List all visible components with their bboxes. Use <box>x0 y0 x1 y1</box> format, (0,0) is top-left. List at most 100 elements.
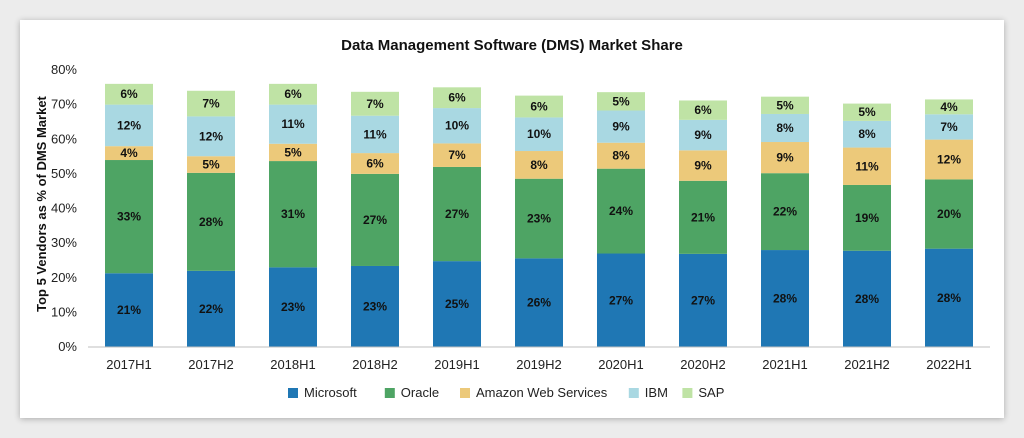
bar-segment-sap <box>925 99 973 115</box>
bar-segment-sap <box>187 90 235 117</box>
bar-segment-amazon-web-services <box>269 143 317 162</box>
data-label: 31% <box>281 207 305 221</box>
chart-card: Data Management Software (DMS) Market Sh… <box>20 20 1004 418</box>
bar-segment-ibm <box>925 114 973 140</box>
bar-stack-2022H1: 28% 20% 12% 7% 4% <box>925 99 973 347</box>
x-tick-label: 2022H1 <box>926 357 972 372</box>
legend-label: IBM <box>645 385 668 400</box>
data-label: 12% <box>199 129 223 143</box>
data-label: 10% <box>527 127 551 141</box>
bar-segment-sap <box>105 83 153 105</box>
bar-stack-2019H2: 26% 23% 8% 10% 6% <box>515 95 563 347</box>
data-label: 12% <box>117 118 141 132</box>
legend: Microsoft Oracle Amazon Web Services IBM SAP <box>288 385 724 400</box>
y-tick-label: 40% <box>51 201 77 216</box>
x-axis-ticks: 2017H1 2017H2 2018H1 2018H2 2019H1 2019H2 2020… <box>106 357 972 372</box>
legend-swatch <box>460 388 470 398</box>
data-label: 11% <box>855 159 879 173</box>
data-label: 27% <box>363 213 387 227</box>
bar-segment-oracle <box>433 166 481 262</box>
bar-segment-amazon-web-services <box>843 147 891 185</box>
data-label: 7% <box>940 120 958 134</box>
x-tick-label: 2020H1 <box>598 357 644 372</box>
bar-segment-sap <box>433 87 481 109</box>
x-tick-label: 2021H2 <box>844 357 890 372</box>
data-label: 9% <box>694 159 712 173</box>
data-label: 28% <box>855 292 879 306</box>
x-tick-label: 2017H2 <box>188 357 234 372</box>
data-label: 26% <box>527 296 551 310</box>
bar-stack-2020H2: 27% 21% 9% 9% 6% <box>679 100 727 347</box>
bar-segment-microsoft <box>597 253 645 347</box>
x-tick-label: 2017H1 <box>106 357 152 372</box>
data-label: 5% <box>858 105 876 119</box>
bar-segment-microsoft <box>679 253 727 347</box>
legend-label: SAP <box>698 385 724 400</box>
bar-segment-ibm <box>843 120 891 148</box>
bar-stack-2020H1: 27% 24% 8% 9% 5% <box>597 92 645 347</box>
data-label: 7% <box>448 148 466 162</box>
bar-stack-2021H2: 28% 19% 11% 8% 5% <box>843 103 891 347</box>
data-label: 28% <box>199 215 223 229</box>
data-label: 8% <box>858 127 876 141</box>
x-tick-label: 2018H1 <box>270 357 316 372</box>
y-tick-label: 70% <box>51 97 77 112</box>
bar-segment-amazon-web-services <box>351 153 399 174</box>
bar-segment-sap <box>515 95 563 118</box>
data-label: 27% <box>691 293 715 307</box>
legend-item-amazon-web-services: Amazon Web Services <box>460 385 608 400</box>
data-label: 22% <box>773 205 797 219</box>
x-tick-label: 2021H1 <box>762 357 808 372</box>
data-label: 6% <box>694 103 712 117</box>
data-label: 11% <box>281 117 305 131</box>
data-label: 24% <box>609 204 633 218</box>
data-label: 8% <box>612 149 630 163</box>
data-label: 7% <box>202 97 220 111</box>
bar-stack-2018H2: 23% 27% 6% 11% 7% <box>351 91 399 347</box>
data-label: 28% <box>773 292 797 306</box>
data-label: 5% <box>776 98 794 112</box>
bar-segment-sap <box>761 96 809 114</box>
data-label: 7% <box>366 97 384 111</box>
data-label: 4% <box>120 146 138 160</box>
legend-label: Microsoft <box>304 385 357 400</box>
data-label: 5% <box>612 94 630 108</box>
bar-segment-oracle <box>515 178 563 259</box>
legend-item-sap: SAP <box>682 385 724 400</box>
x-tick-label: 2019H1 <box>434 357 480 372</box>
y-tick-label: 50% <box>51 166 77 181</box>
bar-stack-2018H1: 23% 31% 5% 11% 6% <box>269 83 317 347</box>
bar-segment-ibm <box>761 113 809 143</box>
bar-segment-microsoft <box>351 265 399 347</box>
data-label: 23% <box>363 299 387 313</box>
data-label: 8% <box>776 121 794 135</box>
bar-segment-ibm <box>187 116 235 157</box>
data-label: 25% <box>445 297 469 311</box>
data-label: 4% <box>940 100 958 114</box>
data-label: 6% <box>284 87 302 101</box>
legend-swatch <box>384 388 395 398</box>
x-tick-label: 2019H2 <box>516 357 562 372</box>
bar-segment-oracle <box>269 161 317 268</box>
bar-segment-microsoft <box>105 273 153 347</box>
bar-segment-sap <box>597 92 645 111</box>
data-label: 20% <box>937 207 961 221</box>
data-label: 23% <box>527 212 551 226</box>
data-label: 19% <box>855 211 879 225</box>
bar-segment-ibm <box>515 117 563 152</box>
y-tick-label: 80% <box>51 62 77 77</box>
bar-segment-microsoft <box>515 258 563 347</box>
bar-segment-oracle <box>597 168 645 254</box>
bar-segment-microsoft <box>761 250 809 347</box>
bar-segment-amazon-web-services <box>433 143 481 167</box>
x-tick-label: 2020H2 <box>680 357 726 372</box>
bar-segment-microsoft <box>925 248 973 347</box>
legend-swatch <box>628 388 639 398</box>
chart-title: Data Management Software (DMS) Market Sh… <box>341 37 683 54</box>
bar-segment-microsoft <box>187 270 235 347</box>
data-label: 11% <box>363 127 387 141</box>
data-label: 27% <box>609 293 633 307</box>
y-axis-label: Top 5 Vendors as % of DMS Market <box>34 95 49 311</box>
bar-segment-amazon-web-services <box>761 142 809 174</box>
bar-segment-ibm <box>351 115 399 154</box>
